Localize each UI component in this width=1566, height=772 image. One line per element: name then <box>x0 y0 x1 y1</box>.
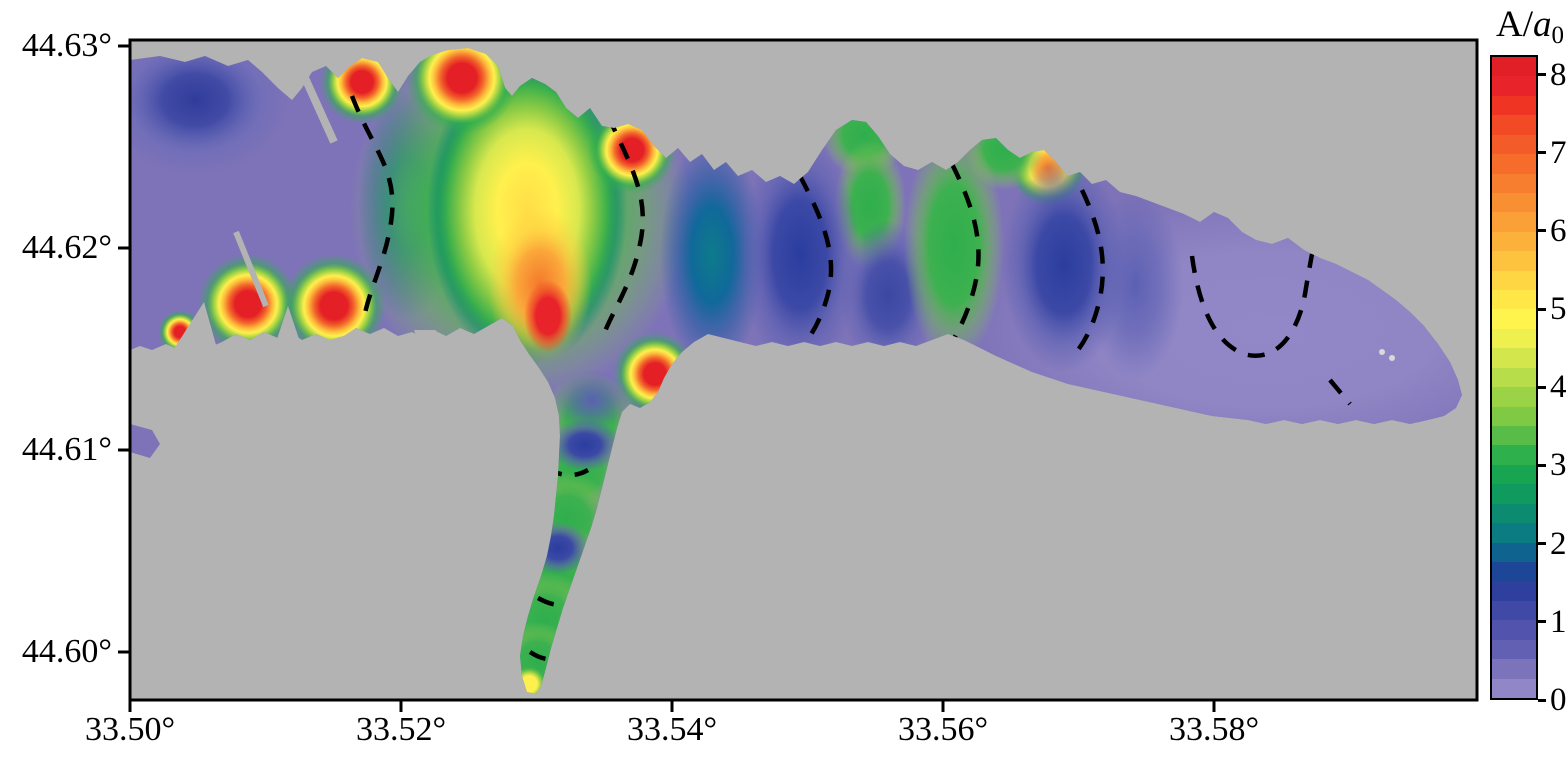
colorbar-segment <box>1492 600 1536 621</box>
colorbar-segment <box>1492 270 1536 291</box>
colorbar-title: A/a0 <box>1462 4 1564 57</box>
colorbar-segment <box>1492 57 1536 77</box>
colorbar-segment <box>1492 542 1536 562</box>
x-tick-label: 33.56° <box>897 711 989 748</box>
x-tick-label: 33.52° <box>355 711 447 748</box>
colorbar-segment <box>1492 503 1536 524</box>
colorbar-segment <box>1492 134 1536 155</box>
colorbar-segment <box>1492 154 1536 174</box>
colorbar-segment <box>1492 426 1536 446</box>
colorbar-segment <box>1492 581 1536 601</box>
y-tick-label: 44.63° <box>21 27 112 64</box>
colorbar-segment <box>1492 192 1536 213</box>
x-tick-label: 33.58° <box>1168 711 1260 748</box>
colorbar-segment <box>1492 678 1536 698</box>
colorbar-segment <box>1492 231 1536 252</box>
colorbar-title-prefix: A/ <box>1496 4 1533 45</box>
colorbar-segment <box>1492 309 1536 329</box>
colorbar-segment <box>1492 212 1536 232</box>
colorbar-segment <box>1492 620 1536 640</box>
colorbar-segment <box>1492 523 1536 543</box>
colorbar-segment <box>1492 173 1536 193</box>
y-tick-label: 44.62° <box>21 229 112 266</box>
colorbar-title-subscript: 0 <box>1551 22 1565 49</box>
plot-border <box>128 38 1479 702</box>
land-spits <box>172 56 1395 362</box>
colorbar-segment <box>1492 659 1536 679</box>
colorbar-segment <box>1492 290 1536 310</box>
colorbar-segment <box>1492 639 1536 660</box>
colorbar-title-variable: a <box>1533 4 1552 45</box>
colorbar-segment <box>1492 251 1536 271</box>
colorbar-segment <box>1492 464 1536 485</box>
colorbar-segment <box>1492 406 1536 427</box>
colorbar-segment <box>1492 561 1536 582</box>
x-tick-label: 33.54° <box>626 711 718 748</box>
colorbar-segment <box>1492 348 1536 368</box>
y-tick-label: 44.60° <box>21 633 112 670</box>
colorbar-segment <box>1492 445 1536 465</box>
colorbar-segment <box>1492 367 1536 388</box>
colorbar-segment <box>1492 76 1536 96</box>
colorbar-segment <box>1492 484 1536 504</box>
colorbar-segment <box>1492 115 1536 135</box>
colorbar-segment <box>1492 387 1536 407</box>
y-tick-label: 44.61° <box>21 431 112 468</box>
colorbar-gradient <box>1490 55 1538 700</box>
axis-tick-marks <box>118 44 1216 712</box>
x-tick-label: 33.50° <box>84 711 176 748</box>
colorbar-segment <box>1492 328 1536 349</box>
colorbar-segment <box>1492 95 1536 116</box>
